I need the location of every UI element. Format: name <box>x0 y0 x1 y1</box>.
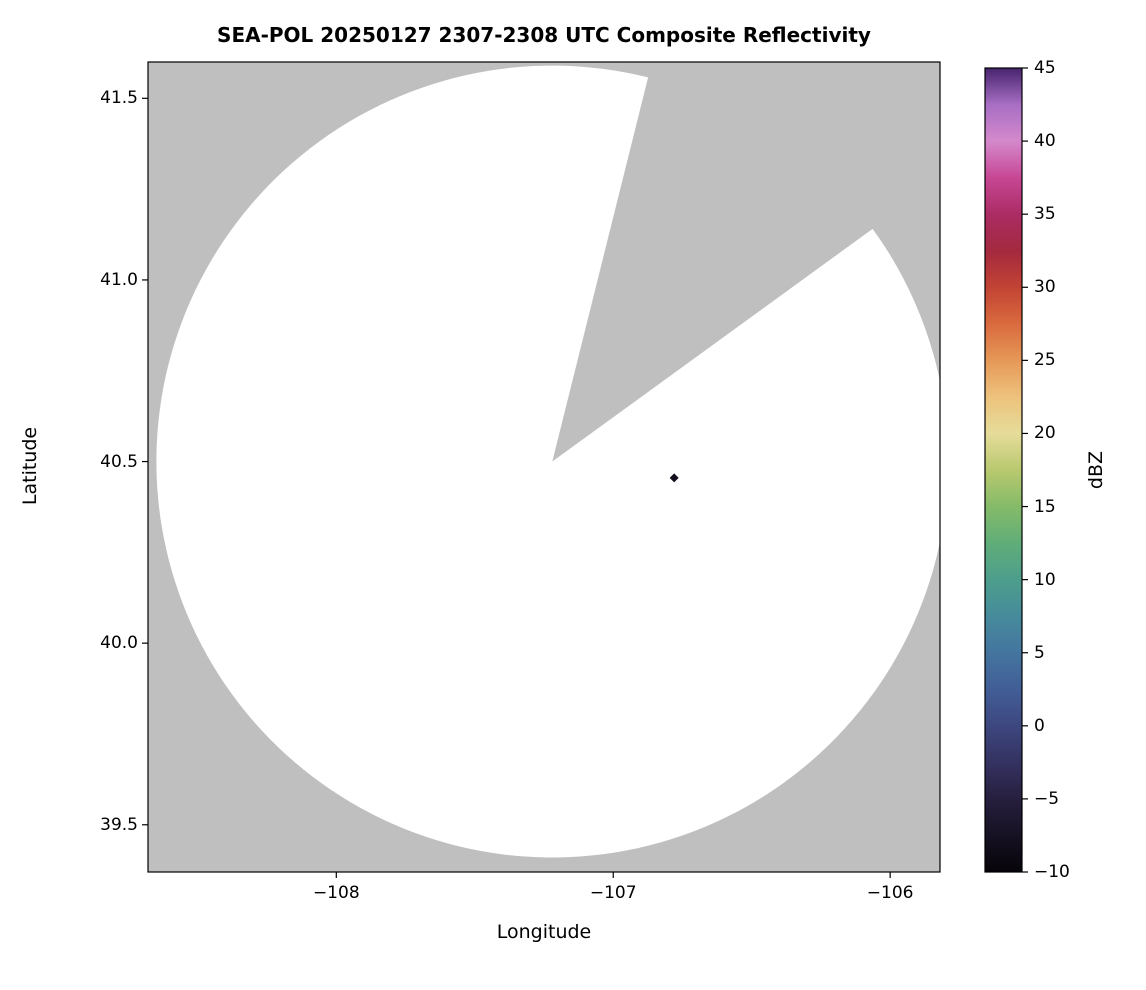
x-tick-label: −108 <box>312 883 360 903</box>
x-tick-label: −107 <box>589 883 637 903</box>
colorbar-tick-label: 35 <box>1034 204 1056 225</box>
colorbar-tick-label: 30 <box>1034 277 1056 298</box>
y-tick-label: 40.0 <box>100 633 138 654</box>
colorbar-tick-label: 45 <box>1034 58 1056 78</box>
colorbar-tick-label: 5 <box>1034 642 1045 663</box>
y-tick-label: 40.5 <box>100 451 138 472</box>
y-tick-label: 39.5 <box>100 814 138 835</box>
colorbar-tick-label: 40 <box>1034 131 1056 152</box>
y-tick-label: 41.5 <box>100 88 138 109</box>
x-axis-label: Longitude <box>496 921 592 943</box>
echo-marker <box>669 473 679 483</box>
y-axis-label: Latitude <box>19 426 41 506</box>
colorbar-tick-label: 20 <box>1034 423 1056 444</box>
colorbar-gradient <box>985 68 1022 872</box>
chart-title: SEA-POL 20250127 2307-2308 UTC Composite… <box>217 23 871 47</box>
colorbar-tick-label: −10 <box>1034 862 1070 882</box>
plot-border <box>147 61 941 873</box>
colorbar-tick-label: −5 <box>1034 788 1060 809</box>
colorbar-border <box>984 67 1023 873</box>
colorbar-tick-label: 10 <box>1034 569 1056 590</box>
colorbar-tick-label: 0 <box>1034 715 1045 736</box>
colorbar-tick-label: 15 <box>1034 496 1056 517</box>
y-tick-label: 41.0 <box>100 269 138 290</box>
colorbar-tick-label: 25 <box>1034 350 1056 371</box>
radar-coverage-disk <box>156 65 940 858</box>
x-tick-label: −106 <box>866 883 914 903</box>
